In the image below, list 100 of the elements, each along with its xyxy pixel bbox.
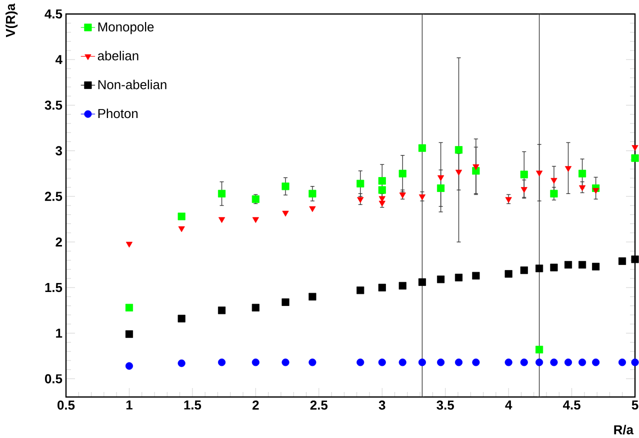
point bbox=[282, 182, 290, 190]
point bbox=[578, 358, 586, 366]
point bbox=[564, 166, 572, 172]
point bbox=[520, 187, 528, 193]
point bbox=[252, 217, 259, 223]
point bbox=[520, 358, 528, 366]
x-tick-label: 2.5 bbox=[310, 400, 328, 410]
x-tick-label: 4.5 bbox=[562, 400, 580, 410]
point bbox=[418, 144, 426, 152]
point bbox=[472, 358, 480, 366]
point bbox=[504, 358, 512, 366]
point bbox=[454, 274, 463, 282]
legend-label: Photon bbox=[98, 108, 138, 118]
point bbox=[418, 358, 426, 366]
y-tick-label: 1.5 bbox=[45, 283, 62, 292]
point bbox=[536, 170, 543, 176]
point bbox=[564, 358, 572, 366]
point bbox=[536, 264, 544, 272]
legend-label: abelian bbox=[98, 50, 138, 60]
point bbox=[631, 154, 639, 162]
point bbox=[356, 180, 364, 188]
y-tick-label: 3.5 bbox=[44, 100, 62, 110]
point bbox=[631, 256, 639, 264]
point bbox=[564, 260, 572, 269]
point bbox=[282, 298, 290, 306]
point bbox=[398, 170, 406, 178]
point bbox=[398, 358, 406, 366]
point bbox=[592, 188, 600, 194]
point bbox=[125, 330, 134, 338]
point bbox=[282, 358, 290, 366]
point bbox=[504, 270, 512, 278]
x-tick-label: 1 bbox=[126, 400, 132, 410]
point bbox=[218, 217, 226, 223]
point bbox=[550, 358, 558, 366]
point bbox=[505, 197, 512, 203]
point bbox=[437, 175, 444, 182]
point bbox=[631, 358, 639, 366]
y-tick-label: 2.5 bbox=[44, 192, 62, 201]
point bbox=[125, 362, 134, 370]
point bbox=[520, 266, 528, 274]
point bbox=[356, 286, 364, 294]
legend-label: Monopole bbox=[98, 22, 154, 34]
point bbox=[178, 314, 186, 322]
point bbox=[472, 164, 480, 170]
point bbox=[454, 358, 463, 366]
point bbox=[592, 358, 600, 366]
x-tick-label: 1.5 bbox=[184, 400, 202, 410]
point bbox=[308, 292, 316, 300]
point bbox=[618, 257, 626, 265]
point bbox=[252, 304, 260, 312]
point bbox=[378, 358, 386, 366]
x-tick-label: 4 bbox=[505, 400, 512, 410]
point bbox=[550, 178, 558, 184]
point bbox=[418, 278, 426, 286]
point bbox=[536, 358, 544, 366]
point bbox=[308, 190, 316, 198]
point bbox=[437, 358, 445, 366]
y-tick-label: 1 bbox=[56, 328, 62, 338]
point bbox=[418, 194, 426, 200]
point bbox=[309, 206, 316, 212]
point bbox=[618, 358, 626, 366]
point bbox=[178, 226, 185, 232]
point bbox=[437, 276, 445, 284]
y-tick-label: 4 bbox=[55, 55, 62, 64]
x-tick-label: 5 bbox=[632, 400, 638, 410]
point bbox=[356, 358, 364, 366]
legend-label: Non-abelian bbox=[98, 80, 166, 90]
x-tick-label: 3.5 bbox=[436, 400, 454, 410]
point bbox=[125, 304, 134, 312]
point bbox=[550, 190, 558, 198]
point bbox=[218, 190, 226, 198]
y-tick-label: 3 bbox=[56, 146, 62, 156]
point bbox=[378, 177, 386, 185]
point bbox=[378, 284, 386, 292]
point bbox=[398, 282, 406, 290]
y-tick-label: 2 bbox=[56, 237, 62, 246]
point bbox=[218, 306, 226, 314]
point bbox=[252, 358, 260, 366]
point bbox=[578, 170, 586, 178]
x-tick-label: 3 bbox=[378, 400, 386, 410]
point bbox=[578, 260, 586, 269]
point bbox=[454, 146, 463, 154]
point bbox=[472, 272, 480, 280]
point bbox=[218, 358, 226, 366]
x-tick-label: 2 bbox=[252, 400, 259, 410]
point bbox=[282, 210, 289, 217]
point bbox=[126, 242, 133, 248]
point bbox=[308, 358, 316, 366]
point bbox=[550, 264, 558, 272]
y-tick-label: 4.5 bbox=[44, 9, 62, 19]
point bbox=[178, 212, 186, 220]
x-axis-title: R/a bbox=[614, 424, 634, 434]
point bbox=[592, 262, 600, 270]
y-axis-title: V(R)a bbox=[6, 3, 18, 38]
point bbox=[536, 346, 544, 354]
point bbox=[455, 170, 462, 176]
point bbox=[632, 145, 638, 151]
point bbox=[178, 359, 186, 368]
y-tick-label: 0.5 bbox=[44, 374, 62, 384]
point bbox=[437, 184, 445, 192]
